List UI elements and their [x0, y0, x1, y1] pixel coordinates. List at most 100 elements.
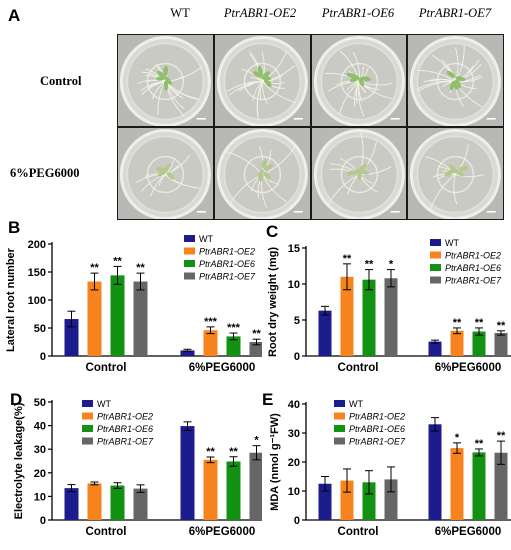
legend-label: PtrABR1-OE2 — [199, 247, 255, 257]
legend-label: WT — [445, 238, 459, 248]
column-label-oe6: PtrABR1-OE6 — [321, 6, 395, 20]
petri-dish-inner-ring — [340, 155, 378, 194]
bar — [226, 336, 241, 356]
legend-swatch — [334, 437, 345, 445]
legend-label: PtrABR1-OE7 — [445, 276, 502, 286]
significance-label: ** — [475, 438, 484, 450]
legend-swatch — [82, 400, 93, 407]
y-tick-label: 0 — [40, 515, 46, 527]
seedling-leaf — [348, 74, 359, 79]
petri-dish-photo — [408, 35, 503, 126]
seedling-leaf — [263, 171, 271, 180]
seedling-leaf — [166, 171, 175, 180]
bar — [362, 482, 376, 520]
bar — [450, 330, 464, 356]
legend-label: PtrABR1-OE7 — [199, 272, 256, 282]
root-strand — [165, 174, 200, 189]
legend-swatch — [82, 437, 93, 445]
bar — [494, 332, 508, 356]
y-axis-label: MDA (nmol g⁻¹FW) — [269, 413, 281, 511]
y-tick-label: 200 — [28, 239, 46, 251]
legend-swatch — [82, 412, 93, 420]
bar — [249, 452, 262, 520]
bar — [64, 319, 79, 356]
legend-swatch — [184, 272, 195, 280]
seedling-photo-grid — [117, 34, 504, 220]
seedling-leaf — [163, 80, 169, 91]
significance-label: ** — [113, 255, 122, 267]
root-strand — [417, 69, 456, 82]
scale-bar — [390, 118, 400, 120]
panel-label-c: C — [266, 222, 279, 241]
root-strand — [165, 165, 179, 175]
root-strand — [155, 63, 166, 82]
root-strand — [455, 174, 485, 178]
y-tick-label: 10 — [288, 279, 300, 291]
root-strand — [226, 81, 263, 92]
y-tick-label: 20 — [288, 457, 300, 469]
legend-swatch — [334, 412, 345, 420]
petri-dish-photo — [311, 128, 407, 219]
root-strand — [241, 68, 263, 82]
y-tick-label: 0 — [294, 351, 300, 363]
y-axis-label: Lateral root number — [5, 247, 17, 352]
seedling-leaf — [360, 76, 371, 82]
y-tick-label: 30 — [34, 444, 46, 456]
column-label-oe2: PtrABR1-OE2 — [223, 6, 297, 20]
scale-bar — [196, 211, 206, 213]
seedling-leaf — [261, 158, 267, 169]
root-strand — [261, 81, 296, 104]
y-tick-label: 40 — [34, 421, 46, 433]
legend-label: WT — [199, 234, 213, 244]
bar — [87, 281, 102, 356]
root-strand — [416, 80, 456, 91]
seedling-leaf — [447, 70, 456, 78]
legend-swatch — [334, 400, 345, 407]
bar — [494, 452, 508, 520]
significance-label: ** — [475, 317, 484, 329]
root-strand — [358, 166, 391, 176]
root-strand — [327, 81, 359, 92]
seedling-leaf — [458, 166, 469, 171]
significance-label: *** — [204, 316, 218, 328]
root-strand — [261, 81, 285, 85]
seedling-leaf — [263, 164, 273, 171]
seedling-leaf — [357, 77, 364, 87]
root-strand — [151, 81, 166, 100]
y-tick-label: 50 — [34, 323, 46, 335]
seedling-leaf — [455, 76, 466, 82]
row-label-control: Control — [40, 74, 82, 88]
bar — [203, 330, 218, 356]
petri-dish-photo — [214, 35, 310, 126]
significance-label: ** — [136, 262, 145, 274]
scale-bar — [390, 211, 400, 213]
seedling-leaf — [258, 171, 264, 182]
category-label: Control — [86, 362, 127, 374]
y-tick-label: 20 — [34, 468, 46, 480]
seedling-leaf — [455, 169, 465, 177]
y-tick-label: 50 — [34, 397, 46, 409]
significance-label: ** — [252, 328, 261, 340]
legend-label: WT — [349, 399, 363, 409]
legend-swatch — [184, 260, 195, 267]
bar — [340, 276, 354, 356]
seedling-leaf — [261, 75, 271, 81]
bar — [384, 479, 398, 520]
bar — [133, 281, 148, 356]
y-tick-label: 15 — [288, 243, 300, 255]
bar — [226, 461, 241, 520]
petri-dish-inner-ring — [436, 62, 475, 101]
scale-bar — [487, 211, 496, 213]
seedling-leaf — [450, 80, 456, 91]
root-strand — [146, 79, 166, 83]
bar — [249, 342, 262, 356]
panel-label-d: D — [10, 390, 23, 409]
y-tick-label: 10 — [288, 486, 300, 498]
y-tick-label: 0 — [40, 351, 46, 363]
legend-label: PtrABR1-OE2 — [445, 251, 501, 261]
y-tick-label: 30 — [288, 428, 300, 440]
bar — [362, 279, 376, 356]
bar — [133, 488, 148, 520]
root-strand — [158, 174, 166, 186]
